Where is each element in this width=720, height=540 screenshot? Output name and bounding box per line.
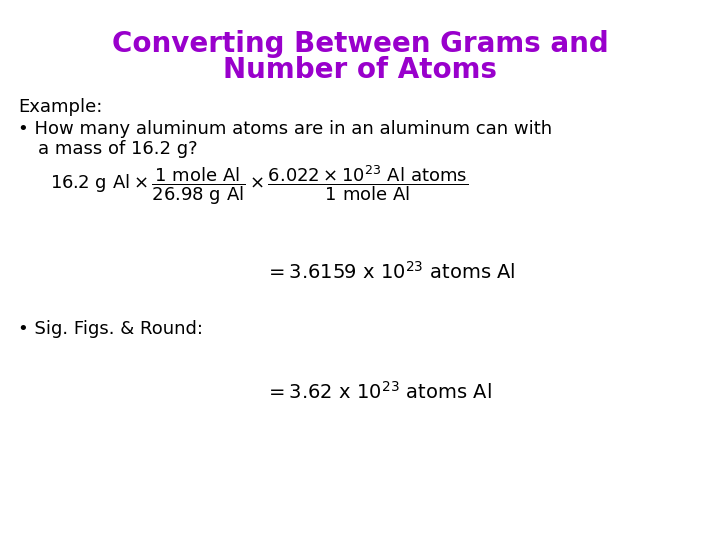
Text: • How many aluminum atoms are in an aluminum can with: • How many aluminum atoms are in an alum… [18, 120, 552, 138]
Text: $= 3.6159\ \mathrm{x}\ 10^{23}\ \mathrm{atoms\ Al}$: $= 3.6159\ \mathrm{x}\ 10^{23}\ \mathrm{… [265, 261, 516, 283]
Text: a mass of 16.2 g?: a mass of 16.2 g? [38, 140, 197, 158]
Text: $= 3.62\ \mathrm{x}\ 10^{23}\ \mathrm{atoms\ Al}$: $= 3.62\ \mathrm{x}\ 10^{23}\ \mathrm{at… [265, 381, 492, 403]
Text: $16.2\ \mathrm{g\ Al} \times \dfrac{1\ \mathrm{mole\ Al}}{26.98\ \mathrm{g\ Al}}: $16.2\ \mathrm{g\ Al} \times \dfrac{1\ \… [50, 163, 468, 207]
Text: Number of Atoms: Number of Atoms [223, 56, 497, 84]
Text: Converting Between Grams and: Converting Between Grams and [112, 30, 608, 58]
Text: • Sig. Figs. & Round:: • Sig. Figs. & Round: [18, 320, 203, 338]
Text: Example:: Example: [18, 98, 102, 116]
